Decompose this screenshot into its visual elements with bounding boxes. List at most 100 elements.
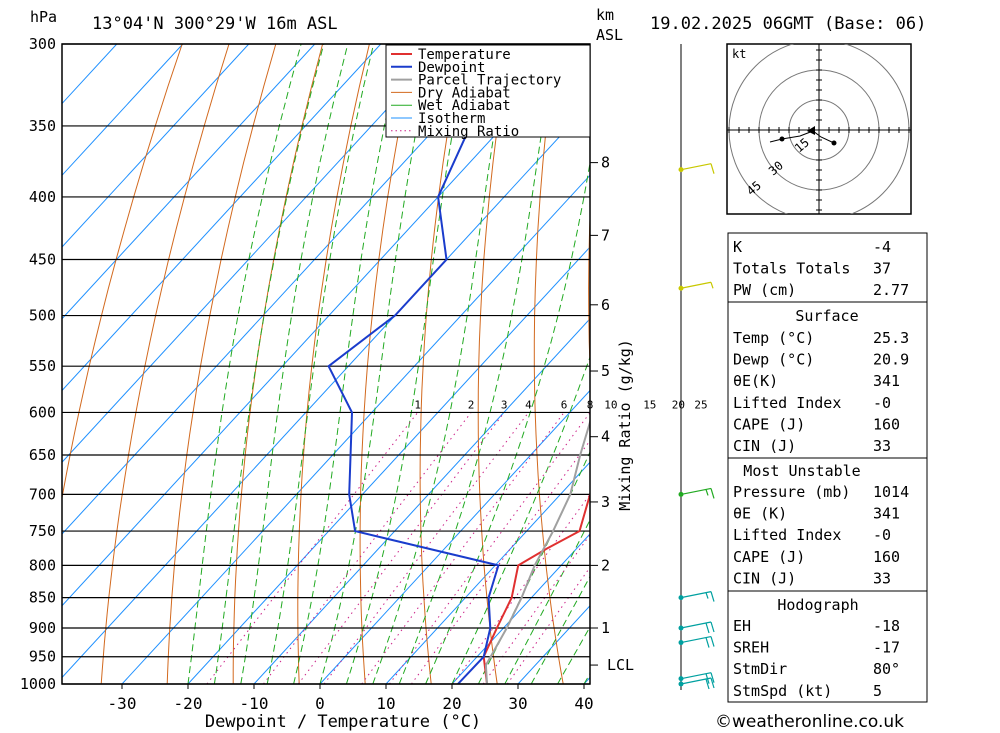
wind-barb-flag: [705, 622, 710, 634]
y-tick-label: 600: [29, 403, 56, 421]
index-label: CAPE (J): [733, 415, 805, 433]
mixing-ratio-line: [263, 412, 472, 684]
index-value: 160: [873, 548, 900, 566]
dry-adiabat-line: [641, 44, 695, 684]
wet-adiabat-line: [398, 44, 556, 684]
asl-unit-label: ASL: [596, 26, 623, 44]
index-label: Lifted Index: [733, 526, 841, 544]
mixing-ratio-label: 1: [414, 398, 421, 411]
wind-barb: [678, 635, 715, 648]
index-label: Dewp (°C): [733, 351, 814, 369]
dry-adiabat-line: [978, 44, 1000, 684]
legend-label: Dewpoint: [418, 60, 485, 76]
x-axis-label: Dewpoint / Temperature (°C): [205, 712, 481, 732]
mixing-ratio-line: [452, 493, 590, 684]
isotherm-line: [62, 44, 250, 248]
storm-motion-marker: [807, 126, 815, 135]
y-tick-label: 900: [29, 619, 56, 637]
km-unit-label: km: [596, 6, 614, 24]
location-title: 13°04'N 300°29'W 16m ASL: [92, 14, 338, 34]
legend-label: Wet Adiabat: [418, 98, 511, 114]
dry-adiabat-line: [166, 44, 277, 684]
isotherm-line: [62, 44, 184, 177]
km-tick-label: 8: [601, 154, 610, 172]
most-unstable-section-title: Most Unstable: [743, 462, 860, 480]
wet-adiabat-line: [187, 44, 302, 684]
y-tick-label: 650: [29, 446, 56, 464]
km-tick-label: 6: [601, 296, 610, 314]
mixing-ratio-label: 2: [468, 398, 475, 411]
km-tick-label: 2: [601, 556, 610, 574]
wind-barb-staff: [680, 281, 712, 289]
mixing-ratio-label: 4: [525, 398, 532, 411]
x-tick-label: 10: [376, 694, 395, 713]
mixing-ratio-label: 15: [643, 398, 656, 411]
index-value: -18: [873, 617, 900, 635]
dry-adiabat-line: [931, 44, 1000, 684]
hodograph-point: [779, 136, 785, 142]
mixing-ratio-line: [361, 412, 565, 684]
index-value: 1014: [873, 483, 909, 501]
wind-barb-flag: [710, 677, 715, 689]
index-value: 20.9: [873, 351, 909, 369]
isotherm-line: [187, 246, 590, 684]
km-axis-ticks: 1 2 3 4 5 6 7 8 LCL: [590, 154, 634, 674]
index-table-box: [727, 590, 928, 703]
y-tick-label: 500: [29, 307, 56, 325]
mixing-ratio-axis-label: Mixing Ratio (g/kg): [616, 339, 634, 511]
index-value: -4: [873, 238, 891, 256]
index-label: Pressure (mb): [733, 483, 850, 501]
y-tick-label: 400: [29, 188, 56, 206]
isotherm-line: [451, 533, 590, 684]
index-value: 37: [873, 260, 891, 278]
x-tick-label: -20: [174, 694, 203, 713]
index-value: 341: [873, 505, 900, 523]
credit-text: ©weatheronline.co.uk: [715, 712, 904, 732]
hpa-unit-label: hPa: [30, 8, 57, 26]
legend-label: Isotherm: [418, 111, 485, 127]
legend-box: [385, 44, 591, 138]
index-label: StmDir: [733, 660, 787, 678]
wind-barb: [678, 672, 715, 684]
index-value: -17: [873, 639, 900, 657]
wet-adiabat-line: [345, 44, 469, 684]
wind-barb-column: [678, 44, 715, 690]
index-label: CAPE (J): [733, 548, 805, 566]
km-tick-label: 3: [601, 493, 610, 511]
isotherm-line: [319, 389, 590, 684]
sounding-series: [327, 44, 590, 684]
index-table-box: [727, 232, 928, 303]
wind-barb-flag: [710, 636, 715, 647]
index-value: 33: [873, 437, 891, 455]
index-table-box: [727, 301, 928, 459]
km-tick-label: 4: [601, 428, 610, 446]
hodograph: kt 15 30 45: [726, 43, 912, 215]
y-tick-label: 750: [29, 522, 56, 540]
wind-barb: [678, 591, 715, 602]
surface-section-title: Surface: [795, 307, 858, 325]
index-label: CIN (J): [733, 437, 796, 455]
wet-adiabat-line: [451, 355, 590, 684]
x-axis-ticks: -30 -20 -10 0 10 20 30 40: [108, 684, 594, 713]
isotherm-line: [385, 461, 590, 684]
hodograph-point: [831, 140, 837, 146]
datetime-title: 19.02.2025 06GMT (Base: 06): [650, 14, 926, 34]
y-tick-label: 450: [29, 251, 56, 269]
hodograph-section-title: Hodograph: [777, 596, 858, 614]
index-label: θE (K): [733, 505, 787, 523]
mixing-ratio-label: 25: [694, 398, 707, 411]
index-label: K: [733, 238, 742, 256]
index-table: K -4 Totals Totals 37 PW (cm) 2.77 Surface Temp…: [727, 232, 928, 703]
y-tick-label: 1000: [20, 675, 56, 693]
dry-adiabat-line: [232, 44, 324, 684]
wind-barb-half: [710, 282, 714, 289]
wet-adiabat-line: [372, 44, 510, 684]
series-dewpoint-line: [327, 44, 514, 684]
mixing-ratio-line: [297, 412, 505, 684]
series-temperature-line: [482, 490, 590, 684]
isotherm-line: [253, 318, 590, 684]
mixing-ratio-line: [506, 566, 590, 684]
index-value: 341: [873, 372, 900, 390]
